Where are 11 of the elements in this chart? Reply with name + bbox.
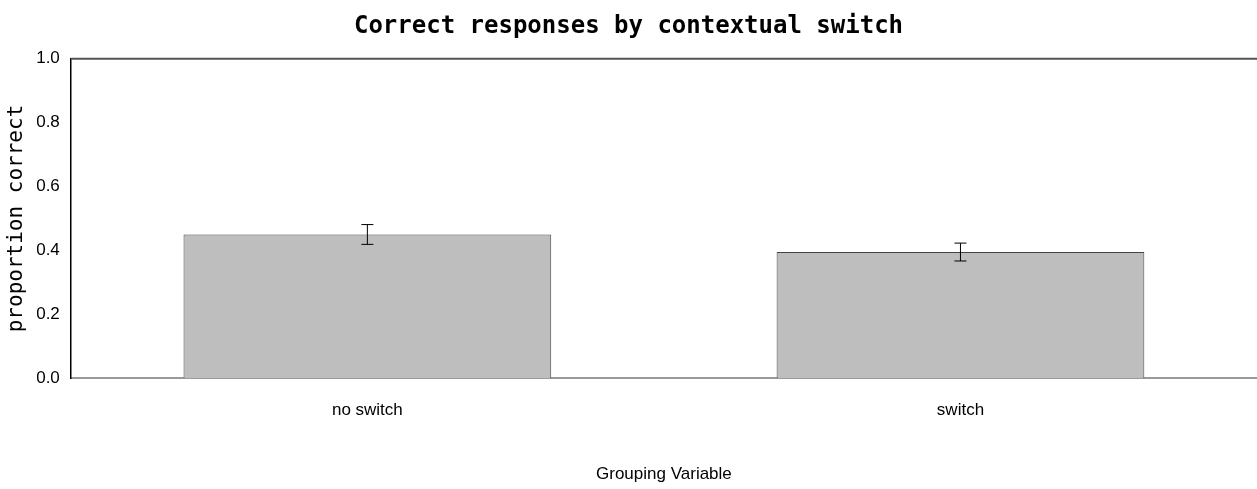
x-tick-label: no switch [331,400,403,420]
y-tick-label: 1.0 [36,48,60,68]
chart-title: Correct responses by contextual switch [353,10,904,39]
y-tick-label: 0.6 [36,176,60,196]
y-tick-label: 0.4 [36,240,60,260]
x-tick-label: switch [936,400,985,420]
x-axis-title: Grouping Variable [596,464,732,484]
y-tick-label: 0.0 [36,367,60,387]
y-tick-label: 0.8 [36,112,60,132]
y-axis-title: proportion correct [3,104,28,333]
y-tick-label: 0.2 [36,304,60,324]
